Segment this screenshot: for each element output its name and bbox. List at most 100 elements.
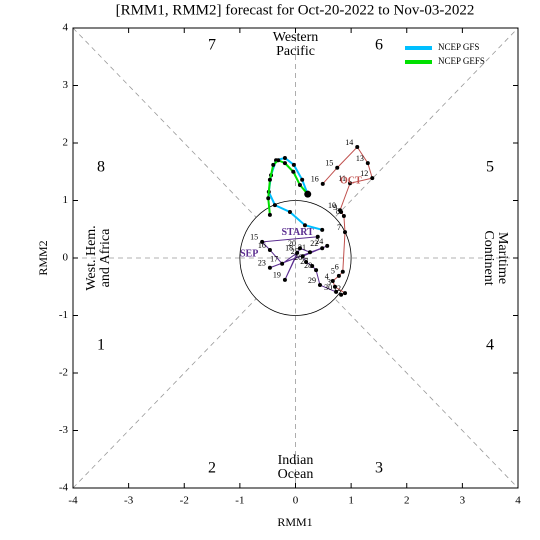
day-label: 22 [310,239,318,248]
track-line [322,146,373,296]
phase-label: 5 [486,159,494,176]
track-point [320,181,325,186]
legend-label: NCEP GEFS [438,56,485,66]
phase-label: 7 [208,37,216,54]
track-point [297,182,302,187]
x-tick-label: -2 [180,495,189,507]
track-point [310,264,315,269]
day-label: 8 [336,207,340,216]
track-point [330,279,335,283]
y-tick-label: 4 [63,22,69,34]
legend-label: NCEP GFS [438,42,479,52]
track-point [272,203,277,208]
day-label: 12 [360,169,368,178]
x-tick-label: -3 [124,495,134,507]
day-label: 16 [311,175,319,184]
track-point [266,196,271,201]
track-point [348,181,353,186]
day-label: 24 [315,237,323,246]
track-point [291,162,296,167]
track-point [271,162,276,167]
track-point [287,210,292,214]
phase-label: 4 [486,337,494,354]
day-label: 14 [345,138,353,147]
track-point [320,227,325,232]
track-point [343,230,348,235]
track-point [291,169,296,174]
track-point [340,269,345,274]
day-label: 5 [331,267,335,276]
x-axis-label: RMM1 [277,515,312,529]
track-point [260,239,265,244]
day-label: 19 [273,271,281,280]
track-point [320,246,325,251]
track-point [304,260,309,265]
day-label: 16 [258,241,266,250]
diagonal [72,27,519,489]
day-label: 13 [356,154,364,163]
x-tick-label: 0 [293,495,299,507]
phase-label: 1 [97,337,105,354]
day-label: 28 [304,261,312,270]
track-point [282,277,287,282]
region-label: Western [273,30,319,45]
track-point [338,208,342,213]
day-label: 9 [333,203,337,212]
track-point [343,291,348,296]
track-point [282,161,287,166]
region-label: and Africa [98,228,113,287]
day-label: 26 [294,253,302,262]
x-tick-label: 1 [348,495,354,507]
day-label: 3 [327,278,331,287]
track-point [267,177,272,182]
forecast-start [304,190,312,198]
track-point [341,214,346,219]
day-label: 27 [300,257,308,266]
track-point [314,268,319,273]
day-label: 29 [308,276,316,285]
track-point [315,234,320,239]
day-label: 17 [270,255,278,264]
y-tick-label: -3 [59,424,69,436]
day-label: 18 [285,244,293,253]
track-point [365,161,370,166]
day-label: 23 [258,259,266,268]
chart-title: [RMM1, RMM2] forecast for Oct-20-2022 to… [116,2,475,18]
y-tick-label: -1 [59,309,68,321]
region-label: Indian [278,453,314,468]
track-point [297,246,302,251]
y-tick-label: 1 [63,194,69,206]
track-point [267,212,272,217]
y-tick-label: -4 [59,482,69,494]
x-tick-label: 3 [460,495,466,507]
track-point [317,283,322,288]
day-label: START [281,227,314,238]
y-axis-label: RMM2 [36,240,50,275]
x-tick-label: -1 [235,495,244,507]
y-tick-label: 0 [63,252,69,264]
track-point [334,289,339,294]
day-label: 15 [250,233,258,242]
track-point [267,247,272,252]
x-tick-label: 2 [404,495,410,507]
day-label: 25 [291,247,299,256]
region-label: Continent [481,230,496,285]
phase-label: 3 [375,460,383,477]
track-point [300,177,305,182]
track-point [307,250,312,255]
region-label: West. Hem. [84,225,99,290]
day-label: 10 [328,201,336,210]
region-label: Maritime [495,232,510,284]
day-label: 20 [288,239,296,248]
track-point [276,158,281,163]
day-label: 2 [337,284,341,293]
x-tick-label: -4 [68,495,78,507]
track-point [302,223,307,228]
region-label: Pacific [276,44,315,59]
day-label: 7 [337,223,341,232]
day-label: 15 [325,159,333,168]
track-point [267,265,272,270]
y-tick-label: 3 [63,79,69,91]
track-point [336,273,341,278]
